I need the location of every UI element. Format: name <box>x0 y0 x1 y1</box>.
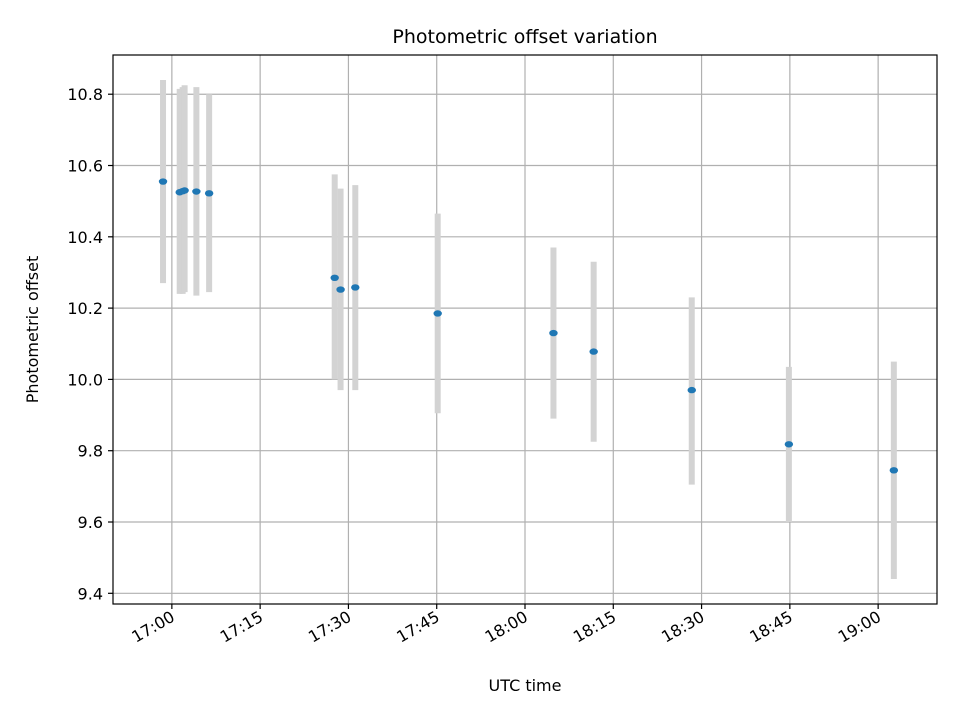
chart-title: Photometric offset variation <box>392 26 657 48</box>
data-point <box>784 441 794 448</box>
data-point <box>889 467 899 474</box>
data-point <box>433 310 442 317</box>
y-tick-label: 10.6 <box>67 157 103 176</box>
y-tick-label: 9.6 <box>78 513 103 532</box>
y-tick-label: 10.4 <box>67 228 103 247</box>
data-point <box>549 329 558 337</box>
y-tick-label: 9.4 <box>78 584 103 603</box>
data-points <box>158 178 899 474</box>
y-tick-label: 9.8 <box>78 442 103 461</box>
data-point <box>330 274 339 282</box>
y-tick-label: 10.8 <box>67 85 103 104</box>
grid <box>113 55 937 604</box>
data-point <box>204 190 214 197</box>
y-tick-label: 10.2 <box>67 299 103 318</box>
data-point <box>158 178 168 185</box>
data-point <box>336 286 345 293</box>
data-point <box>687 386 696 394</box>
x-axis-label: UTC time <box>489 676 562 695</box>
data-point <box>351 284 360 291</box>
data-point <box>180 187 189 194</box>
data-point <box>192 188 201 195</box>
data-point <box>589 348 598 355</box>
y-tick-label: 10.0 <box>67 370 103 389</box>
y-axis-label: Photometric offset <box>23 256 42 404</box>
